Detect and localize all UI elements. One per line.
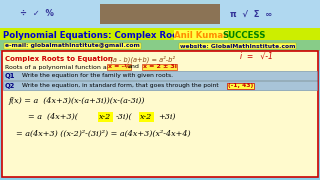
Text: -3i)(: -3i)( [116,113,132,121]
Text: = a(4x+3) ((x-2)²-(3i)²) = a(4x+3)(x²-4x+4): = a(4x+3) ((x-2)²-(3i)²) = a(4x+3)(x²-4x… [16,130,191,138]
Text: f(x) = a  (4x+3)(x-(a+3i))(x-(a-3i)): f(x) = a (4x+3)(x-(a+3i))(x-(a-3i)) [8,97,145,105]
Text: x-2: x-2 [140,113,152,121]
Text: x-2: x-2 [99,113,111,121]
Text: (a - b)(a+b) = a²-b²: (a - b)(a+b) = a²-b² [106,55,175,63]
Text: Anil Kumar: Anil Kumar [174,30,228,39]
Text: π  √  Σ  ∞: π √ Σ ∞ [230,10,272,19]
FancyBboxPatch shape [3,81,317,90]
Text: Roots of a polynomial function are at: Roots of a polynomial function are at [5,64,125,69]
Text: i  =   √-1: i = √-1 [240,51,273,60]
FancyBboxPatch shape [0,28,320,40]
FancyBboxPatch shape [0,40,320,51]
FancyBboxPatch shape [2,51,318,177]
FancyBboxPatch shape [100,4,220,24]
Text: SUCCESS: SUCCESS [222,30,266,39]
Text: and: and [128,64,140,69]
Text: x = -¾: x = -¾ [108,64,131,69]
FancyBboxPatch shape [3,71,317,80]
Text: Q1: Q1 [5,73,15,79]
Text: Write the equation, in standard form, that goes through the point: Write the equation, in standard form, th… [22,84,219,89]
Text: Q2: Q2 [5,83,15,89]
Text: Write the equation for the family with given roots.: Write the equation for the family with g… [22,73,173,78]
Text: = a  (4x+3)(: = a (4x+3)( [28,113,78,121]
Text: (-1, 43): (-1, 43) [228,84,253,89]
FancyBboxPatch shape [220,0,320,28]
Text: Polynomial Equations: Complex Roots: Polynomial Equations: Complex Roots [3,30,188,39]
FancyBboxPatch shape [0,0,100,28]
FancyBboxPatch shape [0,0,320,28]
Text: e-mail: globalmathInstitute@gmail.com: e-mail: globalmathInstitute@gmail.com [5,44,140,48]
Text: +3i): +3i) [158,113,175,121]
Text: ÷  ✓  %: ÷ ✓ % [20,10,54,19]
Text: x = 2 ± 3i: x = 2 ± 3i [143,64,177,69]
Text: website: GlobalMathInstitute.com: website: GlobalMathInstitute.com [180,44,295,48]
Text: Complex Roots to Equation: Complex Roots to Equation [5,56,113,62]
